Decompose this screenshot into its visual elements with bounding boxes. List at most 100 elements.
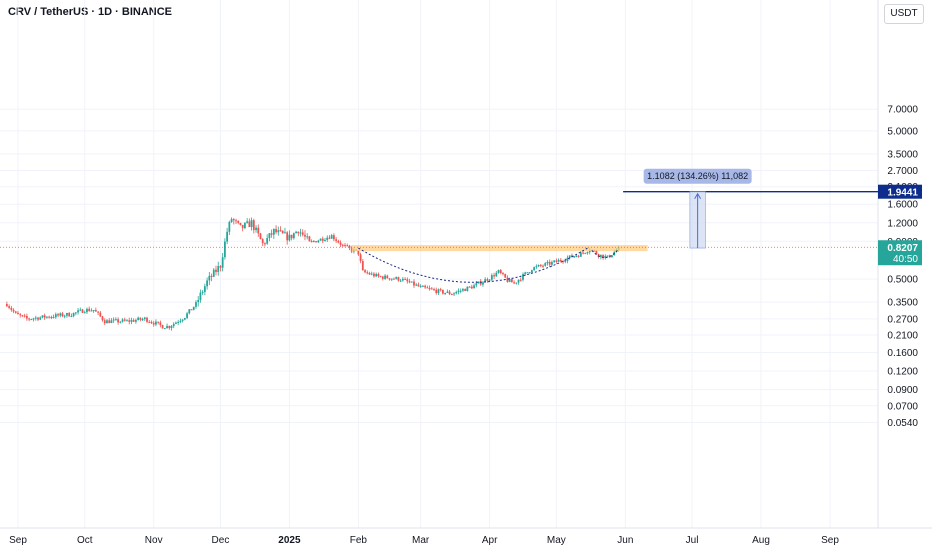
- candle-body: [157, 321, 160, 323]
- target-price-label: 1.9441: [887, 188, 918, 199]
- candle-body: [548, 261, 551, 265]
- candle-body: [477, 281, 480, 284]
- candle-body: [197, 300, 200, 303]
- candle-body: [555, 260, 558, 262]
- candle-body: [17, 312, 19, 315]
- candle-body: [52, 317, 55, 319]
- candle-body: [375, 273, 378, 277]
- candle-body: [110, 320, 113, 324]
- candle-body: [188, 309, 191, 314]
- candle-body: [130, 320, 133, 322]
- price-axis[interactable]: 7.00005.00003.50002.70002.10001.60001.20…: [878, 105, 922, 429]
- candle-body: [143, 317, 146, 320]
- y-tick-label: 0.2700: [887, 314, 918, 325]
- candle-body: [248, 221, 251, 227]
- candle-body: [86, 308, 88, 313]
- candle-body: [206, 280, 208, 287]
- candle-body: [275, 228, 277, 233]
- x-tick-label: 2025: [278, 535, 301, 546]
- candle-body: [473, 285, 475, 289]
- candle-body: [397, 277, 400, 281]
- candle-body: [201, 291, 204, 293]
- candle-body: [595, 250, 598, 255]
- time-axis[interactable]: Sep Oct Nov Dec 2025 Feb Mar Apr May Jun Jul Aug Sep: [9, 535, 839, 546]
- x-tick-label: Nov: [145, 535, 163, 546]
- candle-body: [359, 254, 362, 262]
- candle-body: [239, 222, 242, 225]
- candle-body: [326, 237, 329, 240]
- candle-body: [19, 314, 22, 316]
- candle-body: [203, 286, 206, 292]
- x-tick-label: Mar: [412, 535, 430, 546]
- candle-body: [588, 250, 591, 253]
- candle-body: [533, 267, 536, 271]
- candle-body: [264, 243, 266, 245]
- candle-body: [424, 285, 427, 288]
- candle-body: [602, 254, 604, 258]
- candle-body: [537, 264, 540, 267]
- candle-body: [190, 309, 193, 311]
- candle-body: [482, 282, 484, 285]
- x-tick-label: Jul: [686, 535, 699, 546]
- x-tick-label: Sep: [9, 535, 27, 546]
- candle-body: [112, 319, 115, 321]
- candle-body: [284, 232, 286, 234]
- candle-body: [212, 269, 215, 277]
- candle-body: [121, 319, 124, 322]
- candle-body: [163, 328, 166, 330]
- candle-body: [330, 235, 333, 239]
- candle-body: [486, 279, 489, 281]
- candle-body: [172, 323, 175, 327]
- candle-body: [28, 318, 31, 320]
- candle-body: [453, 293, 455, 295]
- candle-body: [381, 276, 384, 279]
- candle-body: [341, 244, 344, 246]
- handle-curve: [591, 248, 620, 258]
- candle-body: [61, 313, 64, 317]
- candle-body: [114, 319, 117, 321]
- candle-body: [223, 241, 226, 258]
- candle-body: [70, 316, 73, 318]
- candle-body: [519, 279, 522, 281]
- candle-body: [43, 315, 46, 318]
- last-price-label: 0.8207: [887, 243, 918, 254]
- candle-body: [139, 317, 142, 320]
- candle-body: [146, 317, 148, 322]
- candle-body: [390, 278, 393, 280]
- currency-button[interactable]: USDT: [884, 4, 924, 24]
- candle-body: [493, 275, 495, 277]
- candle-body: [388, 278, 391, 280]
- candle-body: [148, 321, 151, 323]
- candle-body: [246, 221, 249, 223]
- candle-body: [90, 310, 93, 312]
- candle-body: [290, 234, 293, 239]
- candle-body: [199, 292, 202, 301]
- candle-body: [562, 261, 564, 263]
- candle-body: [361, 261, 364, 271]
- candle-body: [295, 231, 297, 234]
- candle-body: [415, 284, 418, 286]
- candle-body: [437, 289, 440, 294]
- candle-body: [522, 274, 524, 280]
- candle-body: [568, 255, 571, 258]
- candle-body: [221, 257, 224, 268]
- candle-body: [155, 321, 157, 325]
- candle-body: [228, 221, 231, 232]
- candle-body: [513, 282, 515, 284]
- candle-body: [25, 315, 28, 319]
- candle-body: [141, 319, 144, 321]
- candle-body: [335, 239, 338, 241]
- candle-body: [192, 306, 195, 310]
- candle-body: [539, 264, 542, 266]
- chart-title: CRV / TetherUS · 1D · BINANCE: [8, 6, 173, 18]
- candle-body: [370, 273, 373, 275]
- candle-body: [41, 315, 44, 318]
- x-tick-label: Apr: [482, 535, 498, 546]
- x-tick-label: Oct: [77, 535, 93, 546]
- candle-body: [470, 286, 473, 289]
- candle-body: [524, 272, 527, 275]
- candle-body: [408, 281, 411, 283]
- candle-body: [217, 266, 220, 273]
- candle-body: [128, 320, 131, 322]
